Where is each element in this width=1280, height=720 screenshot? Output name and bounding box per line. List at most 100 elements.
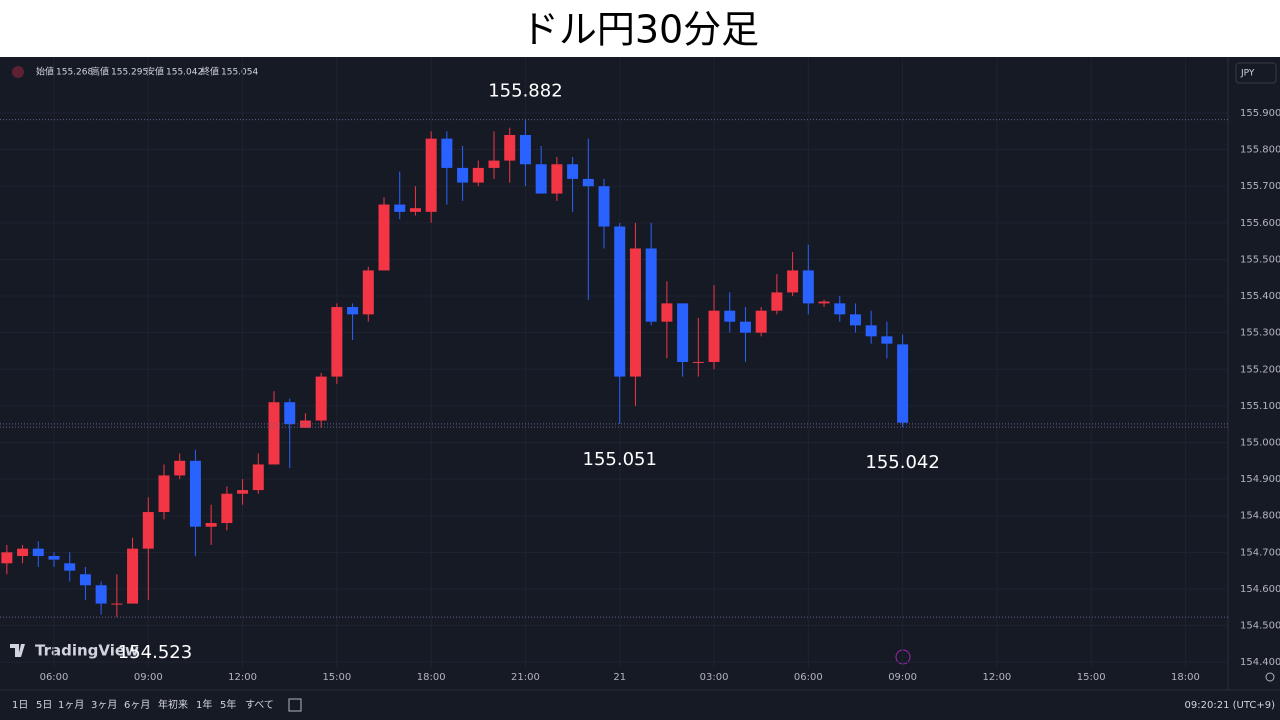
candle-body bbox=[221, 493, 233, 524]
ohlc-value: 155.268 bbox=[56, 68, 93, 78]
candle-body bbox=[739, 321, 751, 333]
range-button[interactable]: 6ヶ月 bbox=[124, 699, 150, 711]
range-button[interactable]: 1ヶ月 bbox=[58, 699, 84, 711]
range-button[interactable]: 3ヶ月 bbox=[91, 699, 117, 711]
range-button[interactable]: 5年 bbox=[220, 698, 236, 711]
candle-body bbox=[724, 310, 736, 322]
candle-body bbox=[629, 248, 641, 377]
y-tick-label: 154.900 bbox=[1240, 474, 1280, 485]
y-tick-label: 155.100 bbox=[1240, 401, 1280, 412]
candle-body bbox=[881, 336, 893, 344]
candle-body bbox=[142, 512, 154, 549]
ohlc-value: 155.042 bbox=[166, 68, 203, 78]
tradingview-logo: TradingView bbox=[10, 642, 139, 660]
candle-body bbox=[1, 552, 13, 564]
candle-body bbox=[394, 204, 406, 212]
candle-body bbox=[17, 548, 29, 556]
candle-body bbox=[48, 555, 60, 560]
candle-body bbox=[378, 204, 390, 271]
y-tick-label: 155.600 bbox=[1240, 218, 1280, 229]
candle-body bbox=[457, 167, 469, 183]
candle-body bbox=[677, 303, 689, 362]
candle-body bbox=[174, 460, 186, 476]
ohlc-label: 始値 bbox=[36, 66, 54, 78]
currency-button[interactable] bbox=[1235, 62, 1277, 84]
candle-body bbox=[551, 164, 563, 194]
candle-body bbox=[504, 134, 516, 161]
candle-body bbox=[598, 186, 610, 227]
candle-body bbox=[315, 376, 327, 421]
y-tick-label: 155.800 bbox=[1240, 145, 1280, 156]
x-tick-label: 15:00 bbox=[1077, 672, 1106, 683]
currency-label: JPY bbox=[1240, 69, 1255, 79]
y-tick-label: 154.800 bbox=[1240, 511, 1280, 522]
candle-body bbox=[111, 603, 123, 605]
y-tick-label: 155.200 bbox=[1240, 364, 1280, 375]
x-tick-label: 21 bbox=[613, 672, 626, 683]
candle-body bbox=[268, 402, 280, 465]
candle-body bbox=[865, 325, 877, 337]
ohlc-label: 終値 bbox=[201, 66, 219, 78]
candle-body bbox=[189, 460, 201, 527]
candle-body bbox=[755, 310, 767, 333]
range-button[interactable]: 1年 bbox=[196, 698, 212, 711]
chart-title: ドル円30分足 bbox=[521, 8, 759, 52]
symbol-icon bbox=[12, 66, 24, 78]
clock: 09:20:21 (UTC+9) bbox=[1185, 700, 1276, 711]
candle-body bbox=[284, 402, 296, 425]
candle-body bbox=[127, 548, 139, 604]
candle-body bbox=[425, 138, 437, 212]
range-button[interactable]: すべて bbox=[245, 699, 274, 711]
price-annotation: 155.882 bbox=[488, 81, 562, 102]
candle-body bbox=[692, 361, 704, 363]
candle-body bbox=[472, 167, 484, 183]
y-tick-label: 154.500 bbox=[1240, 621, 1280, 632]
x-tick-label: 21:00 bbox=[511, 672, 540, 683]
candle-body bbox=[252, 464, 264, 491]
candle-body bbox=[771, 292, 783, 311]
candle-body bbox=[95, 585, 107, 604]
candle-body bbox=[519, 134, 531, 165]
range-button[interactable]: 年初来 bbox=[158, 698, 188, 711]
range-button[interactable]: 1日 bbox=[12, 700, 28, 711]
x-tick-label: 12:00 bbox=[982, 672, 1011, 683]
y-tick-label: 155.000 bbox=[1240, 437, 1280, 448]
candle-body bbox=[834, 303, 846, 315]
candle-body bbox=[409, 208, 421, 212]
candle-body bbox=[32, 548, 44, 556]
price-annotation: 155.042 bbox=[865, 452, 939, 473]
settings-icon[interactable] bbox=[1265, 672, 1275, 682]
title-band bbox=[0, 0, 1280, 57]
x-tick-label: 09:00 bbox=[888, 672, 917, 683]
candle-body bbox=[331, 307, 343, 377]
candle-body bbox=[488, 160, 500, 168]
candle-body bbox=[818, 301, 830, 304]
y-tick-label: 154.400 bbox=[1240, 657, 1280, 668]
candle-body bbox=[441, 138, 453, 168]
y-tick-label: 154.600 bbox=[1240, 584, 1280, 595]
price-annotation: 155.051 bbox=[583, 449, 657, 470]
y-tick-label: 155.400 bbox=[1240, 291, 1280, 302]
x-tick-label: 18:00 bbox=[417, 672, 446, 683]
x-tick-label: 12:00 bbox=[228, 672, 257, 683]
date-range-icon[interactable] bbox=[288, 698, 302, 712]
logo-text: TradingView bbox=[35, 642, 139, 660]
x-tick-label: 15:00 bbox=[322, 672, 351, 683]
ohlc-value: 155.295 bbox=[111, 68, 148, 78]
price-annotation: 154.523 bbox=[118, 642, 192, 663]
candle-body bbox=[708, 310, 720, 362]
candle-body bbox=[897, 344, 909, 423]
x-tick-label: 03:00 bbox=[700, 672, 729, 683]
y-tick-label: 154.700 bbox=[1240, 547, 1280, 558]
logo-mark bbox=[10, 644, 25, 657]
candle-body bbox=[567, 164, 579, 179]
candle-body bbox=[535, 164, 547, 194]
range-button[interactable]: 5日 bbox=[36, 700, 52, 711]
candle-body bbox=[645, 248, 657, 322]
candle-body bbox=[661, 303, 673, 322]
plot bbox=[0, 57, 1228, 668]
candle-body bbox=[237, 490, 249, 494]
